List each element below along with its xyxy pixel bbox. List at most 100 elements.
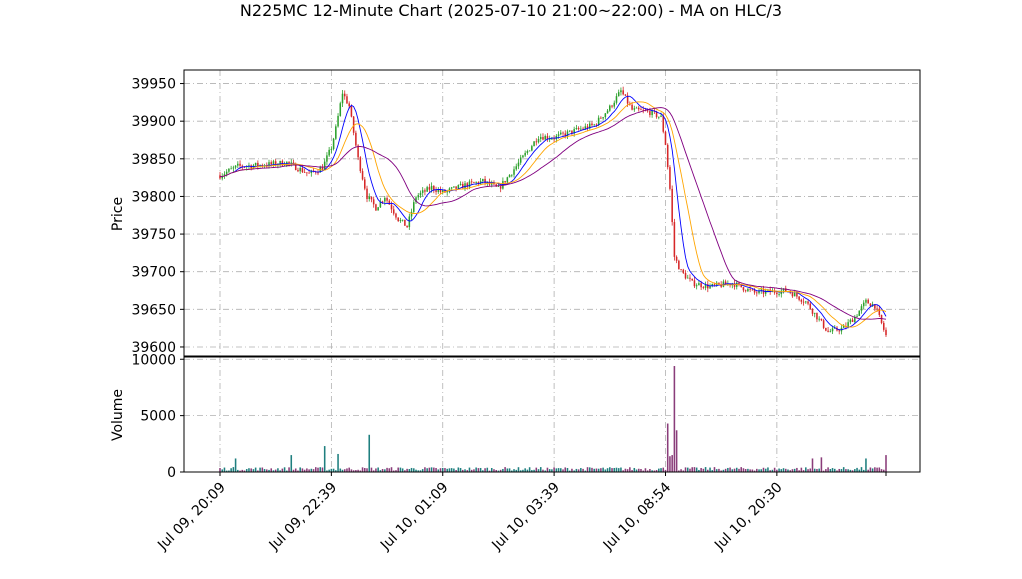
candle-body [419, 192, 422, 196]
volume-bar [577, 469, 580, 472]
volume-bar [742, 468, 745, 472]
volume-bar [802, 470, 805, 472]
moving-average-lines [220, 95, 887, 331]
candle-body [455, 186, 457, 189]
candle-body [782, 288, 785, 291]
volume-bar [609, 467, 611, 472]
volume-bar [702, 468, 705, 472]
candle-body [332, 138, 335, 150]
volume-bar [290, 455, 293, 472]
volume-bar [288, 467, 290, 472]
price-tick-label: 39950 [131, 77, 176, 93]
volume-bar [517, 467, 520, 472]
candle-body [849, 319, 852, 323]
volume-bar [862, 469, 865, 472]
candle-body [586, 126, 589, 129]
price-grid [184, 70, 920, 356]
volume-bar [800, 467, 803, 472]
volume-bar [588, 467, 591, 472]
candle-body [241, 165, 244, 167]
volume-bar [664, 469, 667, 472]
candle-body [660, 115, 662, 117]
candle-body [847, 322, 849, 327]
volume-bar [283, 467, 286, 472]
volume-bar [321, 467, 324, 472]
volume-bar [747, 468, 749, 472]
volume-bar [368, 434, 371, 472]
candle-body [361, 171, 364, 180]
price-y-axis: 39600 39650 39700 39750 39800 39850 39900 39950 [131, 77, 184, 356]
candle-body [633, 108, 636, 110]
candle-body [695, 285, 698, 287]
volume-bar [435, 467, 437, 472]
candle-body [711, 284, 714, 287]
volume-bar [348, 467, 350, 472]
candle-body [573, 129, 575, 134]
candle-body [842, 326, 845, 328]
candle-body [827, 330, 829, 332]
volume-panel-frame [183, 356, 921, 473]
candle-body [825, 327, 827, 331]
candle-body [858, 310, 861, 316]
candle-body [707, 284, 709, 289]
candle-body [702, 287, 705, 288]
candle-body [613, 102, 616, 107]
volume-bar [466, 470, 469, 472]
candle-body [517, 162, 520, 167]
volume-bar [793, 468, 796, 472]
volume-bar [464, 469, 466, 472]
volume-bar [658, 468, 660, 472]
volume-bar [813, 468, 816, 472]
volume-bar [874, 467, 876, 472]
volume-bar [642, 470, 644, 472]
candle-body [816, 312, 818, 320]
volume-bar [317, 467, 319, 472]
volume-bar [580, 468, 582, 472]
volume-bar [508, 468, 511, 472]
candle-body [408, 216, 411, 228]
volume-bar [265, 469, 268, 472]
volume-bar [384, 469, 386, 472]
volume-bar [871, 468, 874, 472]
candle-body [582, 128, 584, 130]
price-tick-label: 39700 [131, 265, 176, 281]
candle-body [335, 126, 337, 139]
volume-bar [370, 467, 373, 472]
candle-body [762, 289, 765, 294]
volume-bar [878, 467, 881, 472]
volume-bar [361, 467, 364, 472]
volume-bar [551, 469, 553, 472]
candle-body [669, 167, 671, 189]
volume-bar [720, 470, 722, 472]
candle-body [709, 286, 711, 289]
candle-body [232, 167, 235, 169]
volume-bar [818, 468, 820, 472]
candle-body [421, 190, 424, 193]
volume-bar [707, 469, 709, 472]
candle-body [243, 166, 246, 168]
candle-body [666, 144, 669, 168]
volume-bar [277, 468, 279, 472]
volume-bar [771, 469, 774, 472]
candle-body [807, 301, 809, 304]
candle-body [459, 183, 462, 186]
candle-body [223, 174, 226, 176]
candle-body [348, 103, 350, 107]
volume-bar [245, 469, 248, 472]
candle-body [470, 181, 473, 183]
candle-body [689, 277, 691, 279]
candle-body [457, 185, 460, 189]
candle-body [239, 163, 241, 166]
price-tick-label: 39800 [131, 189, 176, 205]
candle-body [228, 168, 230, 172]
volume-plot [219, 366, 887, 472]
candle-body [568, 130, 571, 132]
candle-body [328, 149, 330, 156]
candle-body [655, 111, 658, 118]
volume-bar [306, 468, 308, 472]
candle-body [553, 138, 555, 140]
volume-bar [845, 469, 847, 472]
volume-bar [254, 467, 257, 472]
volume-bar [560, 468, 562, 472]
volume-bar [635, 469, 638, 472]
